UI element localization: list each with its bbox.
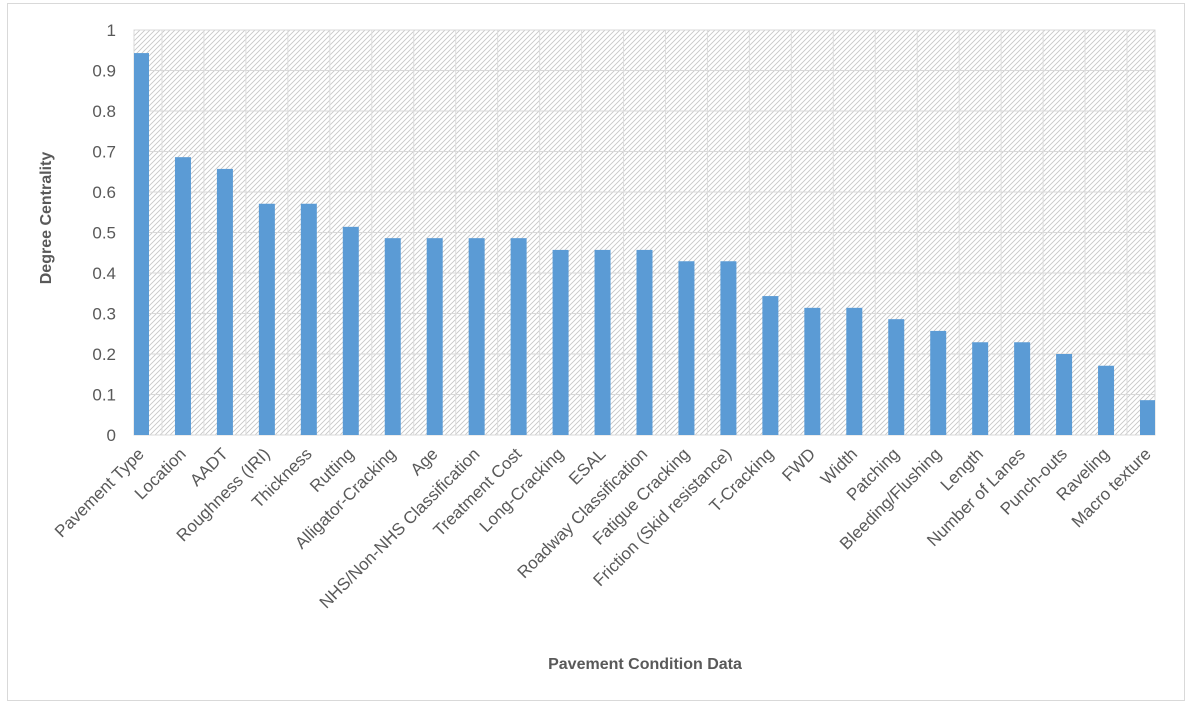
bar-esal: [594, 249, 611, 435]
bar-width: [846, 307, 863, 435]
bar-alligator-cracking: [384, 238, 401, 435]
bar-t-cracking: [762, 296, 779, 435]
bar-nhs-non-nhs-classification: [468, 238, 485, 435]
bar-age: [426, 238, 443, 435]
bars: [134, 53, 1155, 436]
y-tick-label: 0.6: [92, 183, 116, 202]
y-tick-label: 0.3: [92, 305, 116, 324]
x-axis-title: Pavement Condition Data: [548, 656, 742, 673]
bar-roughness-iri: [258, 203, 275, 435]
x-tick-label: FWD: [778, 444, 819, 485]
bar-number-of-lanes: [1014, 342, 1031, 435]
bar-rutting: [342, 226, 359, 435]
bar-fwd: [804, 307, 821, 435]
y-tick-label: 0: [107, 426, 116, 445]
y-axis-title: Degree Centrality: [38, 152, 55, 285]
bar-pavement-type: [134, 53, 149, 436]
y-tick-label: 0.7: [92, 143, 116, 162]
bar-bleeding-flushing: [930, 330, 947, 435]
bar-raveling: [1098, 365, 1115, 435]
bar-long-cracking: [552, 249, 569, 435]
y-tick-label: 0.5: [92, 224, 116, 243]
bar-roadway-classification: [636, 249, 653, 435]
y-tick-label: 0.2: [92, 345, 116, 364]
bar-macro-texture: [1140, 400, 1155, 435]
y-tick-label: 1: [107, 21, 116, 40]
y-tick-label: 0.4: [92, 264, 116, 283]
x-tick-label: Age: [407, 444, 442, 479]
bar-fatigue-cracking: [678, 261, 695, 435]
bar-friction-skid-resistance: [720, 261, 737, 435]
y-tick-label: 0.9: [92, 62, 116, 81]
bar-patching: [888, 319, 905, 435]
bar-aadt: [216, 168, 233, 436]
y-axis-tick-labels: 0 0.1 0.2 0.3 0.4 0.5 0.6 0.7 0.8 0.9 1: [92, 21, 116, 445]
bar-punch-outs: [1056, 354, 1073, 435]
y-tick-label: 0.1: [92, 386, 116, 405]
y-tick-label: 0.8: [92, 102, 116, 121]
bar-location: [174, 157, 191, 436]
bar-treatment-cost: [510, 238, 527, 435]
bar-thickness: [300, 203, 317, 435]
bar-length: [972, 342, 989, 435]
